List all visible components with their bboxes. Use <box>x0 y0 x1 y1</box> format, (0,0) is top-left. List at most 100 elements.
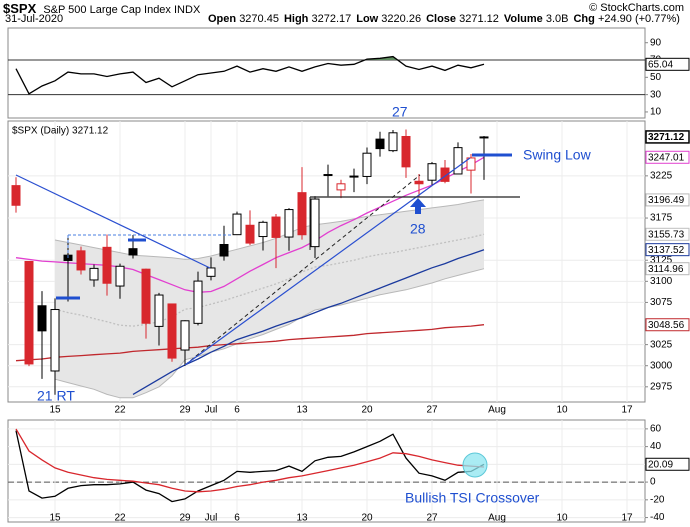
candle-body <box>232 213 242 236</box>
annotation: 28 <box>410 221 426 237</box>
trendline <box>184 174 421 366</box>
band-line <box>54 199 485 260</box>
candle-body <box>440 167 450 182</box>
overlay-line <box>15 324 485 362</box>
value-box-label: 3137.52 <box>648 245 685 256</box>
value-box-label: 3247.01 <box>648 152 685 163</box>
x-tick-label: Aug <box>488 513 506 524</box>
right-axis: 2975 3000 3025 3075 3100 3125 3175 3225 3196.49 3… <box>645 130 690 392</box>
candle-body <box>50 309 60 372</box>
band-fill <box>55 199 484 398</box>
candle-body <box>245 224 255 244</box>
x-tick-label: 17 <box>621 513 633 524</box>
credit: © StockCharts.com <box>589 2 684 14</box>
candle-body <box>271 216 281 238</box>
value-box <box>645 243 690 257</box>
stat-label: Volume <box>503 13 543 25</box>
annotations: 27 28 Swing Low 21 RT Bullish TSI Crosso… <box>15 104 592 506</box>
value-box <box>645 150 690 164</box>
candle-body <box>362 152 372 177</box>
candle-body <box>24 260 34 365</box>
y-tick-label: 3025 <box>650 339 673 350</box>
annotation: Swing Low <box>523 147 592 163</box>
x-tick-label: 22 <box>114 513 126 524</box>
candle-body <box>11 185 21 206</box>
stat-value: 3271.12 <box>459 13 499 25</box>
stat-label: Low <box>356 13 379 25</box>
overlay-line <box>132 249 485 395</box>
x-tick-label: 10 <box>556 405 568 416</box>
stats: Open 3270.45 High 3272.17 Low 3220.26 Close… <box>203 13 680 25</box>
value-box <box>645 318 690 332</box>
candle-body <box>349 175 359 178</box>
value-box <box>645 57 690 71</box>
tsi-panel: 6040200-20-4020.09152229Jul6132027Aug101… <box>7 419 690 524</box>
stat-value: +24.90 (+0.77%) <box>597 13 680 25</box>
x-tick-label: 6 <box>234 513 240 524</box>
x-tick-label: 20 <box>361 513 373 524</box>
candle-body <box>466 157 476 171</box>
stat-label: High <box>283 13 309 25</box>
x-tick-label: Jul <box>205 513 218 524</box>
y-tick-label: 3175 <box>650 213 673 224</box>
band-line <box>54 268 485 399</box>
price-panel: 2975 3000 3025 3075 3100 3125 3175 3225 3196.49 3… <box>7 120 690 416</box>
y-tick-label: 3125 <box>650 255 673 266</box>
candle-body <box>336 183 346 191</box>
candle-body <box>89 267 99 281</box>
symbol: $SPX <box>3 1 37 16</box>
stat-label: Chg <box>573 13 595 25</box>
stat-label: Close <box>426 13 457 25</box>
candle-body <box>375 138 385 150</box>
arrow <box>410 198 426 214</box>
y-tick-label: 10 <box>650 107 662 118</box>
candle-body <box>76 250 86 271</box>
series-line <box>15 430 485 503</box>
candle-body <box>258 221 268 238</box>
value-box <box>645 193 690 207</box>
candle-body <box>414 180 424 185</box>
plot-area <box>8 55 645 96</box>
rsi-panel: 103050709065.04 <box>7 27 690 119</box>
candle-body <box>141 268 151 324</box>
candle-body <box>219 244 229 257</box>
annotation: 27 <box>392 104 408 120</box>
date: 31-Jul-2020 <box>5 13 64 25</box>
candle-body <box>180 320 190 351</box>
panel-title: $SPX (Daily) 3271.12 <box>12 126 109 137</box>
value-box-label: 3048.56 <box>648 320 685 331</box>
x-tick-label: 29 <box>179 513 191 524</box>
value-box <box>645 262 690 276</box>
title-row: $SPX S&P 500 Large Cap Index INDX <box>3 1 200 16</box>
candle-body <box>401 135 411 168</box>
y-tick-label: 50 <box>650 72 662 83</box>
candle-body <box>453 147 463 175</box>
x-tick-label: 10 <box>556 513 568 524</box>
header: $SPX S&P 500 Large Cap Index INDX © Stoc… <box>0 0 690 27</box>
value-box <box>645 130 690 144</box>
value-box-label: 20.09 <box>648 459 673 470</box>
y-tick-label: -20 <box>650 494 665 505</box>
stats-row: 31-Jul-2020 Open 3270.45 High 3272.17 Low … <box>5 13 680 25</box>
candle-body <box>154 294 164 327</box>
trendline <box>184 157 471 366</box>
x-tick-label: 20 <box>361 405 373 416</box>
x-tick-label: Aug <box>488 405 506 416</box>
y-tick-label: 3225 <box>650 170 673 181</box>
x-tick-label: 15 <box>49 405 61 416</box>
annotation: Bullish TSI Crossover <box>405 490 540 506</box>
candle-body <box>128 248 138 256</box>
y-tick-label: -40 <box>650 512 665 523</box>
y-tick-label: 2975 <box>650 381 673 392</box>
series-line <box>15 428 485 493</box>
y-tick-label: 3075 <box>650 297 673 308</box>
right-axis: 103050709065.04 <box>645 37 690 118</box>
candle-body <box>115 265 125 287</box>
value-box-label: 3155.73 <box>648 229 685 240</box>
index-name: S&P 500 Large Cap Index <box>43 4 171 16</box>
y-tick-label: 30 <box>650 89 662 100</box>
value-box <box>645 227 690 241</box>
candle-body <box>310 198 320 248</box>
